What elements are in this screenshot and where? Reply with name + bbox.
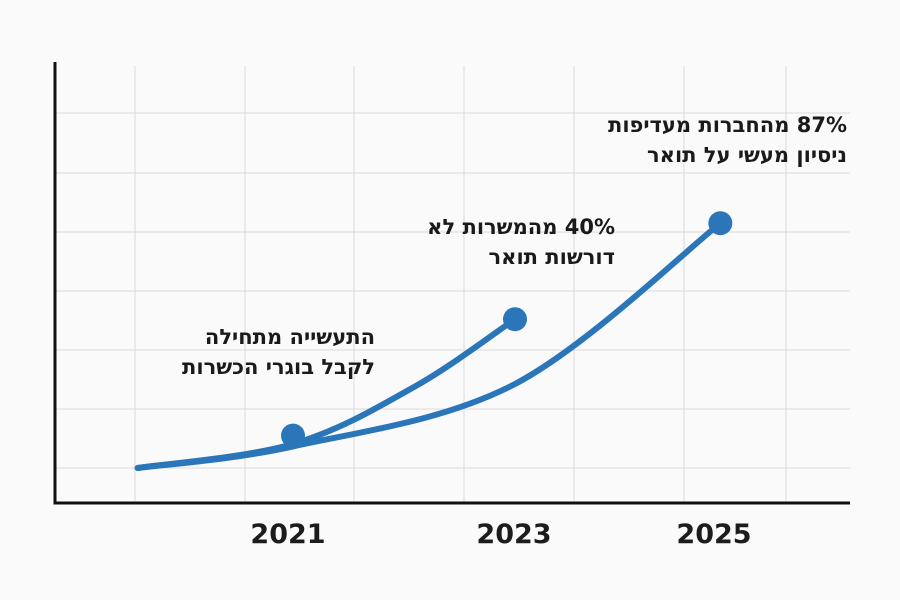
data-point-3 — [708, 211, 733, 236]
annotation-line: 87% מהחברות מעדיפות — [607, 113, 847, 137]
data-point-1 — [281, 423, 305, 448]
x-tick-label: 2025 — [676, 519, 751, 550]
annotation-line: 40% מהמשרות לא — [427, 215, 615, 239]
point-annotation-1: התעשייה מתחילה לקבל בוגרי הכשרות — [182, 322, 375, 382]
annotation-line: לקבל בוגרי הכשרות — [182, 355, 375, 379]
point-annotation-2: 40% מהמשרות לא דורשות תואר — [427, 212, 615, 272]
x-tick-label: 2023 — [476, 519, 551, 550]
annotation-line: התעשייה מתחילה — [204, 325, 375, 349]
x-tick-label: 2021 — [250, 519, 325, 550]
annotation-line: דורשות תואר — [488, 245, 615, 269]
series-line-2 — [134, 220, 724, 471]
annotation-line: ניסיון מעשי על תואר — [647, 143, 847, 167]
point-annotation-3: 87% מהחברות מעדיפות ניסיון מעשי על תואר — [608, 110, 847, 170]
data-point-2 — [503, 307, 527, 332]
axis-lines — [53, 62, 850, 505]
